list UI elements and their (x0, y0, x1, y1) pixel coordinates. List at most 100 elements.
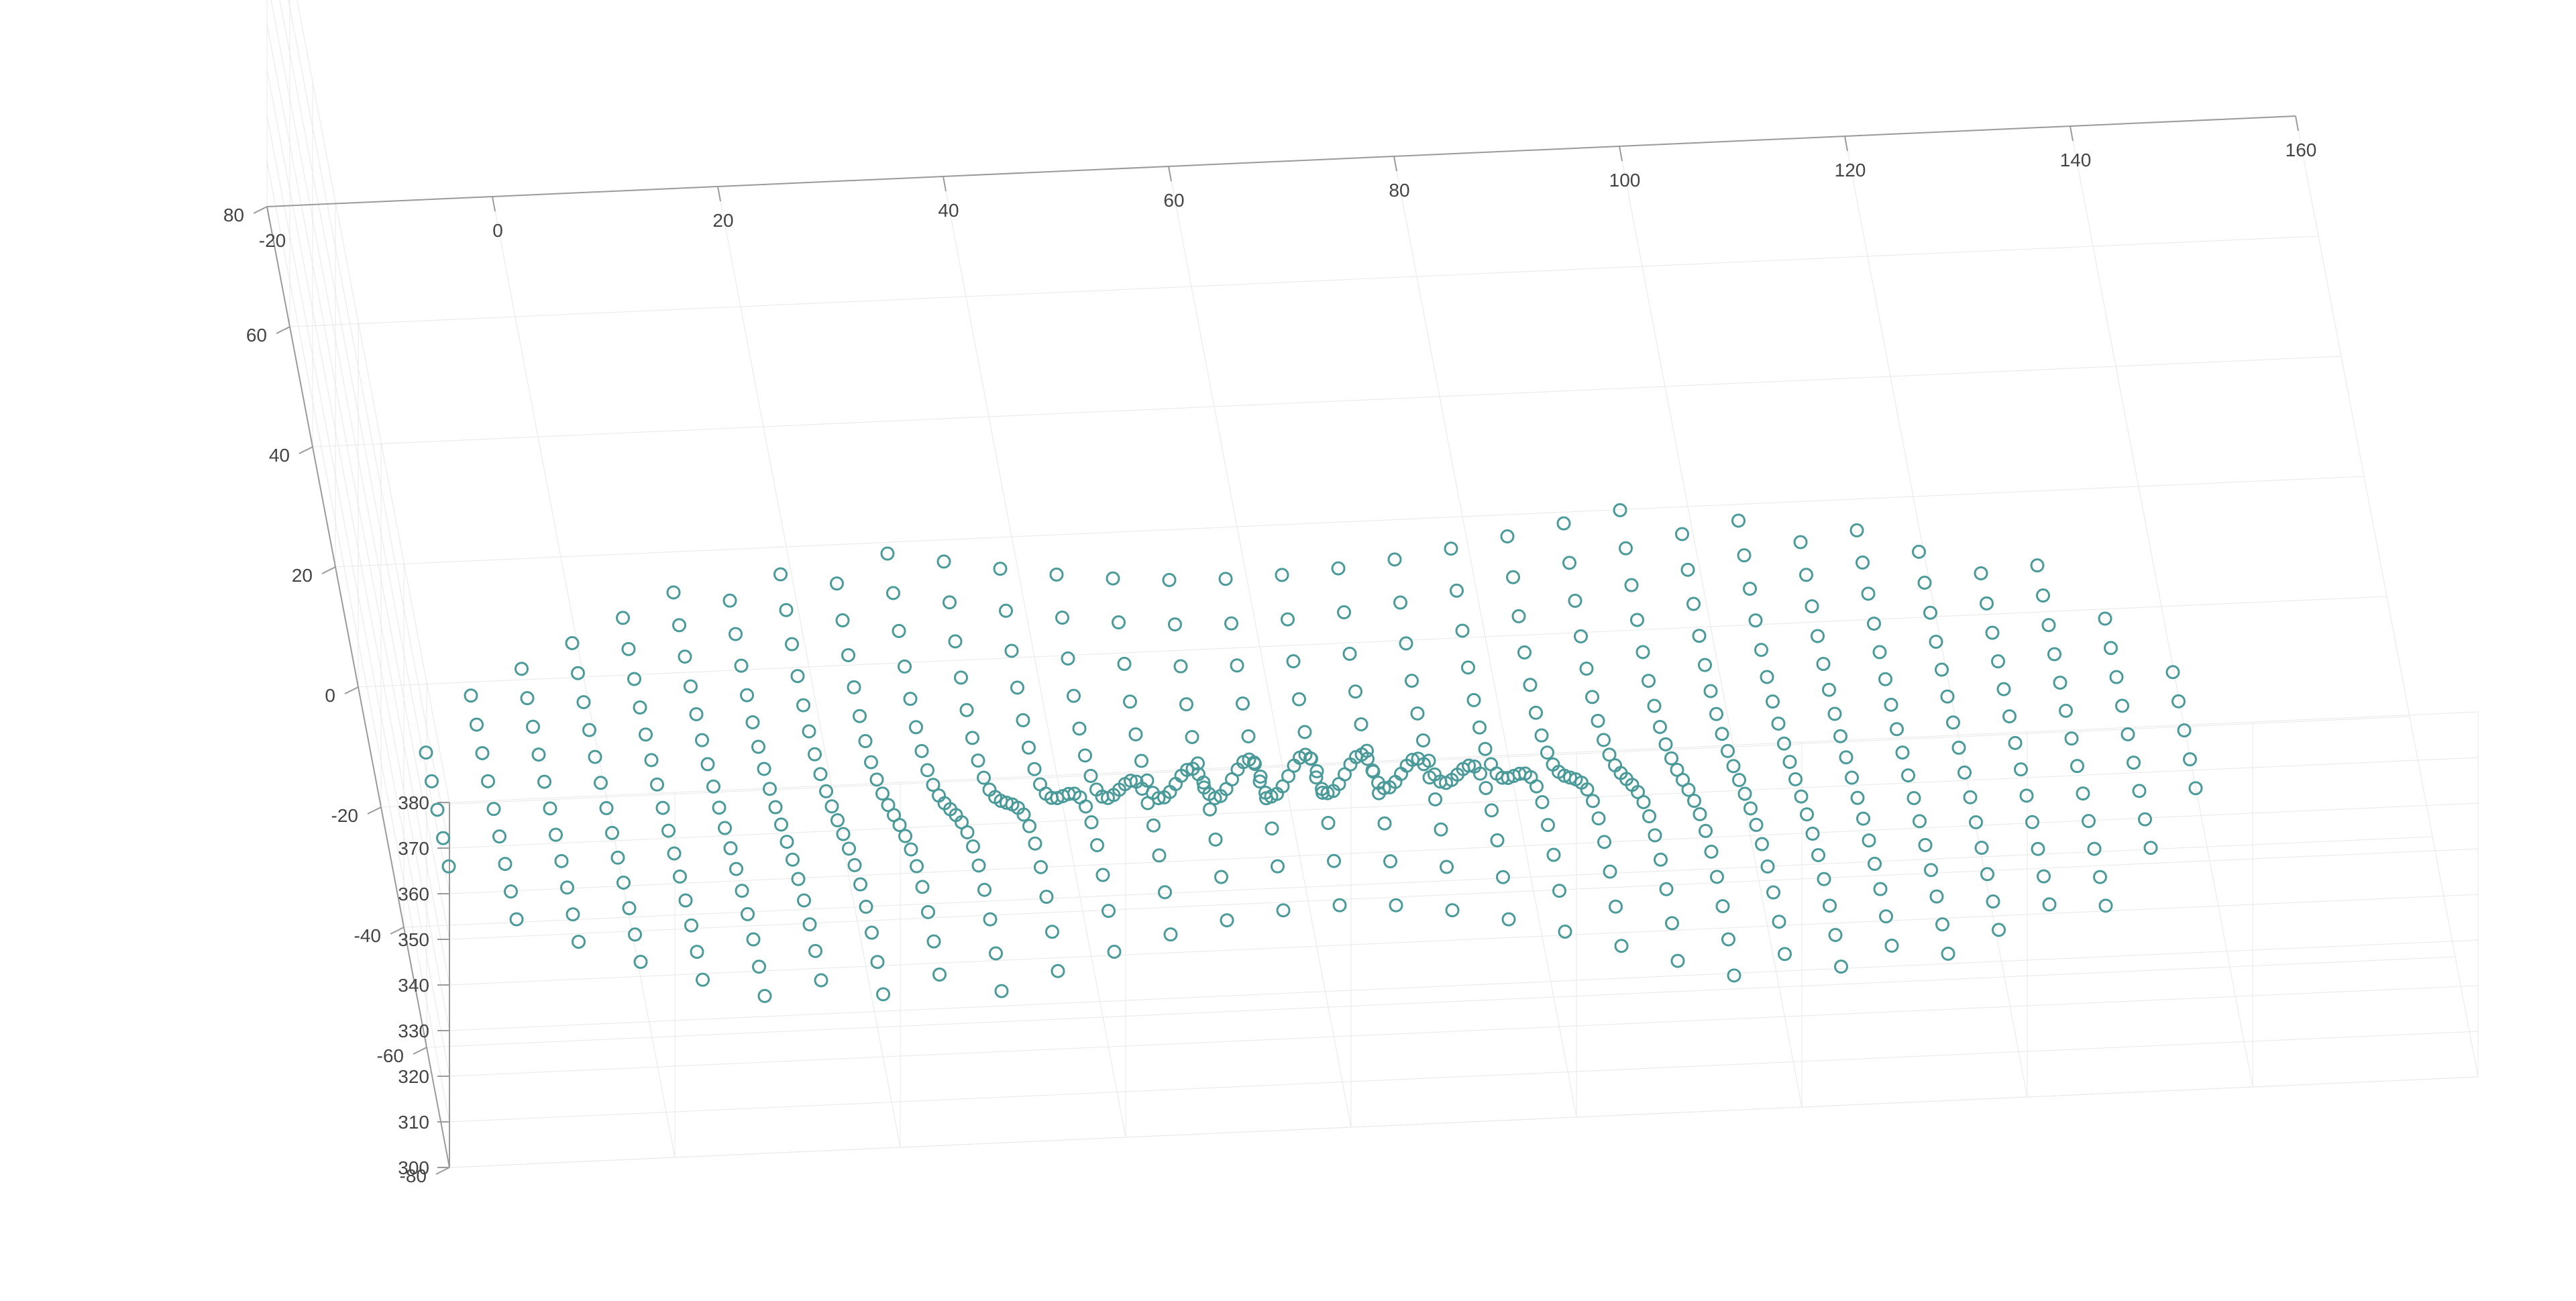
scatter-point (1446, 904, 1458, 917)
scatter-point (2100, 900, 2112, 912)
scatter-point (1874, 646, 1886, 658)
scatter-point (910, 721, 922, 733)
scatter-point (2027, 816, 2039, 828)
scatter-point (769, 801, 782, 813)
scatter-point (780, 604, 792, 616)
scatter-point (465, 690, 477, 702)
scatter-point (1648, 700, 1660, 712)
scatter-point (742, 908, 754, 920)
scatter-point (1794, 536, 1807, 548)
scatter-point (1328, 855, 1340, 867)
scatter-point (1221, 915, 1233, 927)
scatter-point (690, 708, 702, 720)
scatter-point (787, 853, 799, 866)
x-tick-label: 40 (938, 200, 959, 221)
scatter-point (1542, 819, 1554, 831)
scatter-point (1885, 698, 1897, 711)
scatter-point (1497, 871, 1509, 883)
scatter-point (2128, 757, 2140, 769)
scatter-point (1468, 694, 1480, 706)
scatter-point (1744, 582, 1756, 594)
scatter-point (1812, 630, 1824, 642)
scatter-point (747, 933, 759, 945)
scatter-point (1485, 758, 1497, 770)
scatter-point (1733, 515, 1745, 527)
scatter-point (533, 749, 545, 761)
scatter-point (1389, 554, 1401, 566)
scatter-point (1649, 829, 1661, 841)
scatter-point (1451, 584, 1463, 596)
scatter-point (1891, 723, 1903, 735)
scatter-point (1000, 605, 1012, 617)
scatter-point (831, 578, 843, 590)
scatter-point (849, 859, 861, 871)
scatter-point (1941, 690, 1953, 702)
scatter-point (859, 735, 871, 747)
scatter-point (1028, 763, 1040, 775)
scatter-point (1801, 569, 1813, 581)
scatter-point (916, 881, 928, 893)
scatter-point (1705, 685, 1717, 697)
scatter-point (1784, 756, 1796, 768)
scatter-point (1322, 817, 1334, 829)
scatter-point (1858, 813, 1870, 825)
scatter-point (2037, 590, 2049, 602)
scatter-point (1908, 792, 1920, 804)
scatter-point (1097, 869, 1109, 881)
scatter-point (871, 774, 883, 786)
scatter-point (1103, 905, 1115, 917)
scatter-point (978, 772, 990, 784)
scatter-point (2110, 671, 2123, 683)
scatter-point (645, 754, 657, 766)
scatter-point (792, 670, 804, 682)
scatter-point (629, 929, 641, 941)
x-tick-label: 120 (1835, 160, 1866, 180)
scatter-point (1914, 815, 1926, 827)
scatter-point (1846, 772, 1858, 784)
scatter-point (1242, 730, 1254, 742)
scatter-point (922, 906, 934, 918)
scatter-point (1474, 721, 1486, 733)
scatter-point (634, 701, 646, 713)
scatter-point (679, 651, 691, 663)
scatter-point (499, 858, 511, 870)
scatter-point (1491, 834, 1503, 846)
scatter-point (955, 672, 967, 684)
scatter-point (775, 568, 787, 580)
scatter-point (1068, 690, 1080, 702)
scatter-point (1462, 662, 1474, 674)
scatter-point (973, 860, 985, 872)
scatter-point (1503, 913, 1515, 925)
scatter-point (1738, 550, 1750, 562)
scatter-point (731, 863, 743, 875)
scatter-point (1693, 630, 1705, 642)
scatter-point (1818, 873, 1830, 885)
scatter-point (1441, 861, 1453, 873)
scatter-point (1108, 945, 1120, 957)
scatter-point (905, 843, 917, 855)
scatter-point (792, 873, 804, 885)
scatter-point (1947, 717, 1960, 729)
scatter-point (724, 842, 737, 854)
scatter-point (1580, 663, 1593, 675)
scatter-point (724, 594, 736, 607)
scatter-point (1711, 708, 1723, 720)
scatter-point (667, 586, 680, 599)
scatter-point (1226, 617, 1238, 629)
scatter-point (1604, 866, 1616, 878)
scatter-point (1993, 924, 2005, 936)
scatter-point (1739, 788, 1751, 800)
scatter-point (1023, 741, 1035, 753)
scatter-point (1293, 693, 1305, 705)
scatter-point (539, 776, 551, 788)
scatter-point (2088, 843, 2100, 855)
scatter-point (1987, 896, 1999, 908)
scatter-point (1745, 802, 1757, 815)
scatter-point (1272, 860, 1284, 872)
scatter-point (482, 775, 494, 787)
scatter-point (1012, 682, 1024, 694)
scatter-point (640, 729, 652, 741)
scatter-point (961, 704, 973, 716)
scatter-point (686, 919, 698, 931)
scatter-point (1231, 660, 1243, 672)
